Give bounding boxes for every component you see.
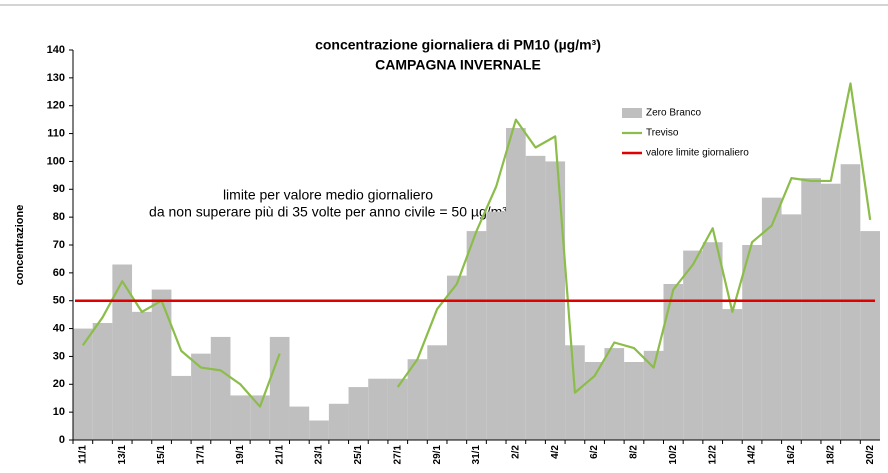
bar (525, 155, 546, 440)
x-tick-label: 10/2 (668, 445, 679, 465)
bar (387, 378, 408, 440)
x-tick-label: 2/2 (511, 445, 522, 459)
x-tick-label: 25/1 (353, 445, 364, 465)
line (81, 82, 872, 408)
y-tick-label: 130 (47, 72, 65, 84)
bar (92, 323, 113, 440)
y-tick-label: 90 (53, 183, 65, 195)
bar (820, 183, 841, 440)
bar (348, 387, 369, 440)
bar (191, 353, 211, 440)
x-tick-label: 29/1 (432, 445, 443, 465)
y-axis-label: concentrazione (14, 205, 26, 286)
x-tick-label: 16/2 (786, 445, 797, 465)
bar (171, 375, 192, 440)
annotation: limite per valore medio giornaliero (223, 187, 433, 203)
legend-label: Zero Branco (646, 108, 701, 119)
legend-label: Treviso (646, 128, 679, 139)
bar (309, 420, 329, 440)
bar (269, 336, 290, 440)
bar (584, 362, 605, 440)
bar (250, 395, 270, 440)
bar (761, 197, 782, 440)
bar (781, 214, 802, 440)
bar (446, 275, 467, 440)
y-tick-label: 140 (47, 44, 65, 56)
x-tick-label: 27/1 (392, 445, 403, 465)
bar (683, 250, 703, 440)
bar (742, 245, 762, 440)
bar (466, 231, 487, 440)
bar (840, 164, 861, 440)
bar (210, 336, 231, 440)
bar (427, 345, 447, 440)
bar (73, 328, 93, 440)
x-tick-label: 17/1 (196, 445, 207, 465)
x-tick-label: 14/2 (747, 445, 758, 465)
bar (230, 395, 251, 440)
x-tick-label: 19/1 (235, 445, 246, 465)
x-tick-label: 31/1 (471, 445, 482, 465)
bar (506, 128, 526, 440)
bar (643, 350, 664, 440)
bar (407, 359, 428, 440)
bar (604, 348, 625, 440)
y-tick-label: 0 (59, 434, 65, 446)
bar (151, 289, 172, 440)
x-tick-label: 6/2 (589, 445, 600, 459)
x-tick-label: 4/2 (550, 445, 561, 459)
chart-subtitle: CAMPAGNA INVERNALE (375, 57, 541, 73)
bar (328, 403, 349, 440)
y-tick-label: 70 (53, 239, 65, 251)
y-tick-label: 50 (53, 295, 65, 307)
bar (722, 309, 743, 440)
x-tick-label: 11/1 (77, 445, 88, 464)
x-tick-label: 20/2 (865, 445, 876, 465)
bar (860, 231, 880, 440)
annotation: da non superare più di 35 volte per anno… (149, 204, 507, 220)
chart-title: concentrazione giornaliera di PM10 (µg/m… (315, 37, 601, 53)
x-tick-label: 18/2 (825, 445, 836, 465)
bar (112, 264, 133, 440)
y-tick-label: 60 (53, 267, 65, 279)
y-tick-label: 10 (53, 406, 65, 418)
y-tick-label: 120 (47, 100, 65, 112)
bar (486, 211, 507, 440)
bar (801, 178, 821, 440)
y-tick-label: 100 (47, 155, 65, 167)
y-tick-label: 110 (47, 127, 65, 139)
y-tick-label: 40 (53, 322, 65, 334)
bar (368, 378, 388, 440)
x-tick-label: 8/2 (629, 445, 640, 459)
legend-label: valore limite giornaliero (646, 148, 749, 159)
bar (289, 406, 310, 440)
legend-swatch (622, 108, 642, 118)
bar (624, 362, 644, 440)
bar (702, 242, 723, 440)
x-tick-label: 13/1 (117, 445, 128, 465)
bar (132, 311, 152, 440)
x-tick-label: 23/1 (314, 445, 325, 465)
x-tick-label: 15/1 (156, 445, 167, 465)
x-tick-label: 12/2 (707, 445, 718, 465)
bar (663, 284, 684, 440)
y-tick-label: 20 (53, 378, 65, 390)
y-tick-label: 30 (53, 350, 65, 362)
y-tick-label: 80 (53, 211, 65, 223)
x-tick-label: 21/1 (274, 445, 285, 465)
